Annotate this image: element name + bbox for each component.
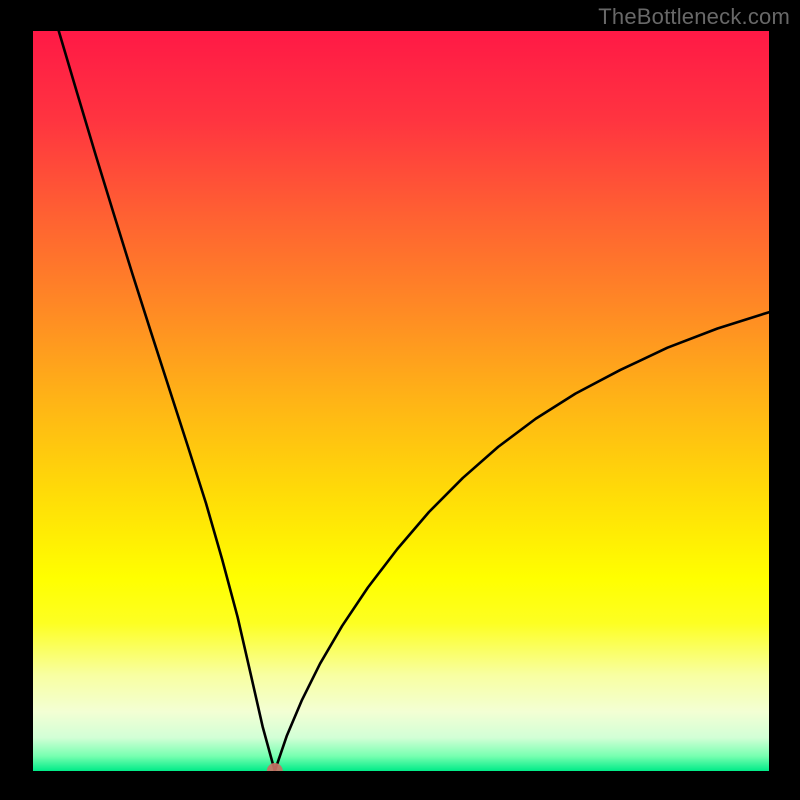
bottleneck-plot: [33, 31, 769, 771]
plot-background: [33, 31, 769, 771]
watermark-text: TheBottleneck.com: [598, 4, 790, 30]
chart-frame: TheBottleneck.com: [0, 0, 800, 800]
